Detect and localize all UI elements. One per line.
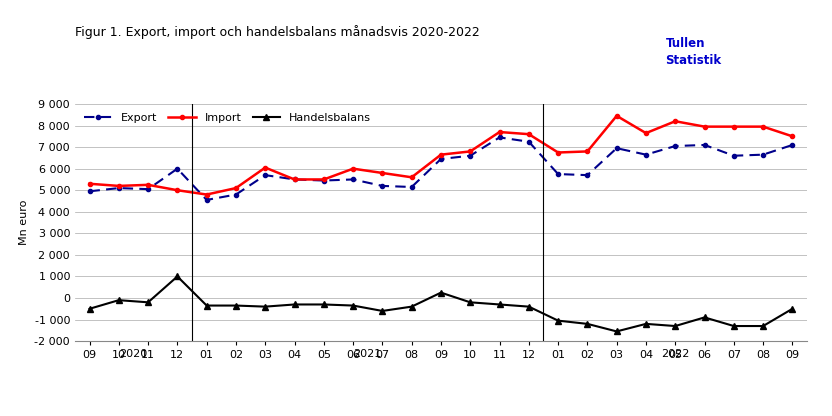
- Text: 2022: 2022: [661, 349, 690, 359]
- Text: Tullen
Statistik: Tullen Statistik: [666, 37, 721, 67]
- Text: 2020: 2020: [119, 349, 147, 359]
- Legend: Export, Import, Handelsbalans: Export, Import, Handelsbalans: [81, 109, 374, 126]
- Y-axis label: Mn euro: Mn euro: [19, 200, 29, 245]
- Text: Figur 1. Export, import och handelsbalans månadsvis 2020-2022: Figur 1. Export, import och handelsbalan…: [75, 25, 479, 39]
- Text: 2021: 2021: [354, 349, 382, 359]
